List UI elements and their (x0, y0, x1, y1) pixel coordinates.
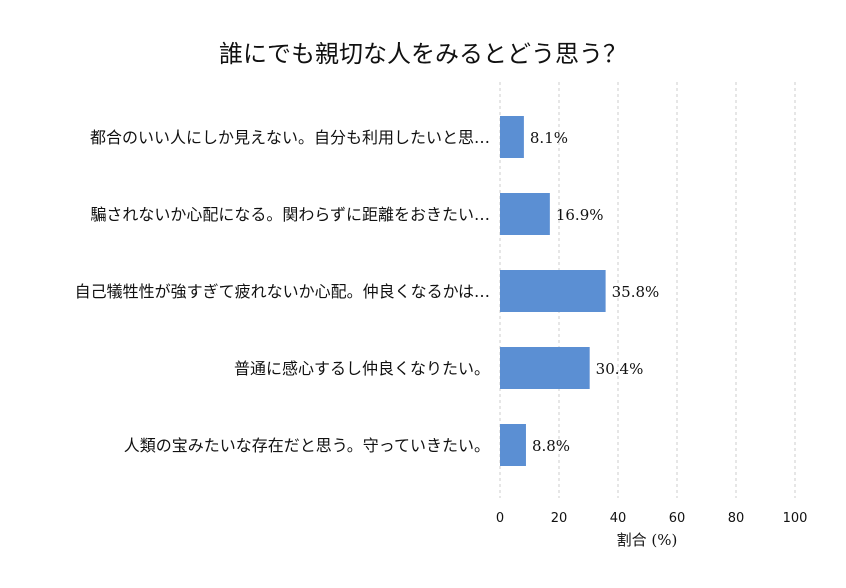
x-tick-label: 20 (551, 511, 568, 526)
bar (500, 424, 526, 466)
bar (500, 347, 590, 389)
bars (500, 116, 606, 466)
value-label: 8.8% (532, 437, 570, 455)
category-label: 騙されないか心配になる。関わらずに距離をおきたい… (90, 205, 490, 224)
value-label: 30.4% (596, 360, 644, 378)
chart-title: 誰にでも親切な人をみるとどう思う？ (219, 40, 627, 68)
category-label: 都合のいい人にしか見えない。自分も利用したいと思… (90, 128, 490, 147)
x-tick-label: 40 (610, 511, 627, 526)
x-tick-label: 60 (669, 511, 686, 526)
x-tick-label: 80 (728, 511, 745, 526)
category-labels: 都合のいい人にしか見えない。自分も利用したいと思… 騙されないか心配になる。関わら… (75, 128, 490, 455)
category-label: 自己犠牲性が強すぎて疲れないか心配。仲良くなるかは… (75, 282, 490, 301)
bar (500, 270, 606, 312)
x-tick-label: 0 (496, 511, 504, 526)
category-label: 普通に感心するし仲良くなりたい。 (234, 359, 490, 378)
value-label: 16.9% (556, 206, 604, 224)
value-label: 8.1% (530, 129, 568, 147)
value-label: 35.8% (612, 283, 660, 301)
bar (500, 116, 524, 158)
category-label: 人類の宝みたいな存在だと思う。守っていきたい。 (124, 436, 490, 455)
x-tick-label: 100 (783, 511, 808, 526)
bar (500, 193, 550, 235)
value-labels: 8.1% 16.9% 35.8% 30.4% 8.8% (530, 129, 659, 455)
x-axis-title: 割合 (%) (617, 531, 678, 549)
x-axis-ticks: 0 20 40 60 80 100 (496, 511, 808, 526)
